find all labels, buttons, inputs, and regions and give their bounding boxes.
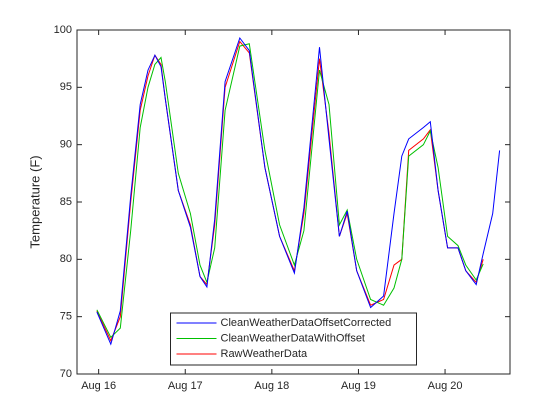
y-axis-label: Temperature (F) (27, 155, 42, 248)
y-tick-label: 95 (60, 81, 72, 93)
data-line (96, 43, 484, 339)
x-tick-label: Aug 19 (341, 380, 376, 392)
y-tick-label: 85 (60, 196, 72, 208)
data-line (96, 36, 501, 346)
y-tick-label: 100 (54, 24, 72, 36)
y-tick-label: 70 (60, 368, 72, 380)
y-tick-label: 90 (60, 139, 72, 151)
axes-box (76, 29, 511, 375)
x-tick-label: Aug 20 (428, 380, 463, 392)
legend-label: RawWeatherData (221, 348, 308, 360)
legend-label: CleanWeatherDataOffsetCorrected (221, 317, 392, 329)
legend: CleanWeatherDataOffsetCorrected CleanWeat… (170, 312, 417, 366)
y-tick-label: 80 (60, 253, 72, 265)
legend-label: CleanWeatherDataWithOffset (221, 332, 366, 344)
y-tick-label: 75 (60, 311, 72, 323)
x-tick-label: Aug 16 (81, 380, 116, 392)
x-tick-label: Aug 17 (168, 380, 203, 392)
x-tick-label: Aug 18 (254, 380, 289, 392)
